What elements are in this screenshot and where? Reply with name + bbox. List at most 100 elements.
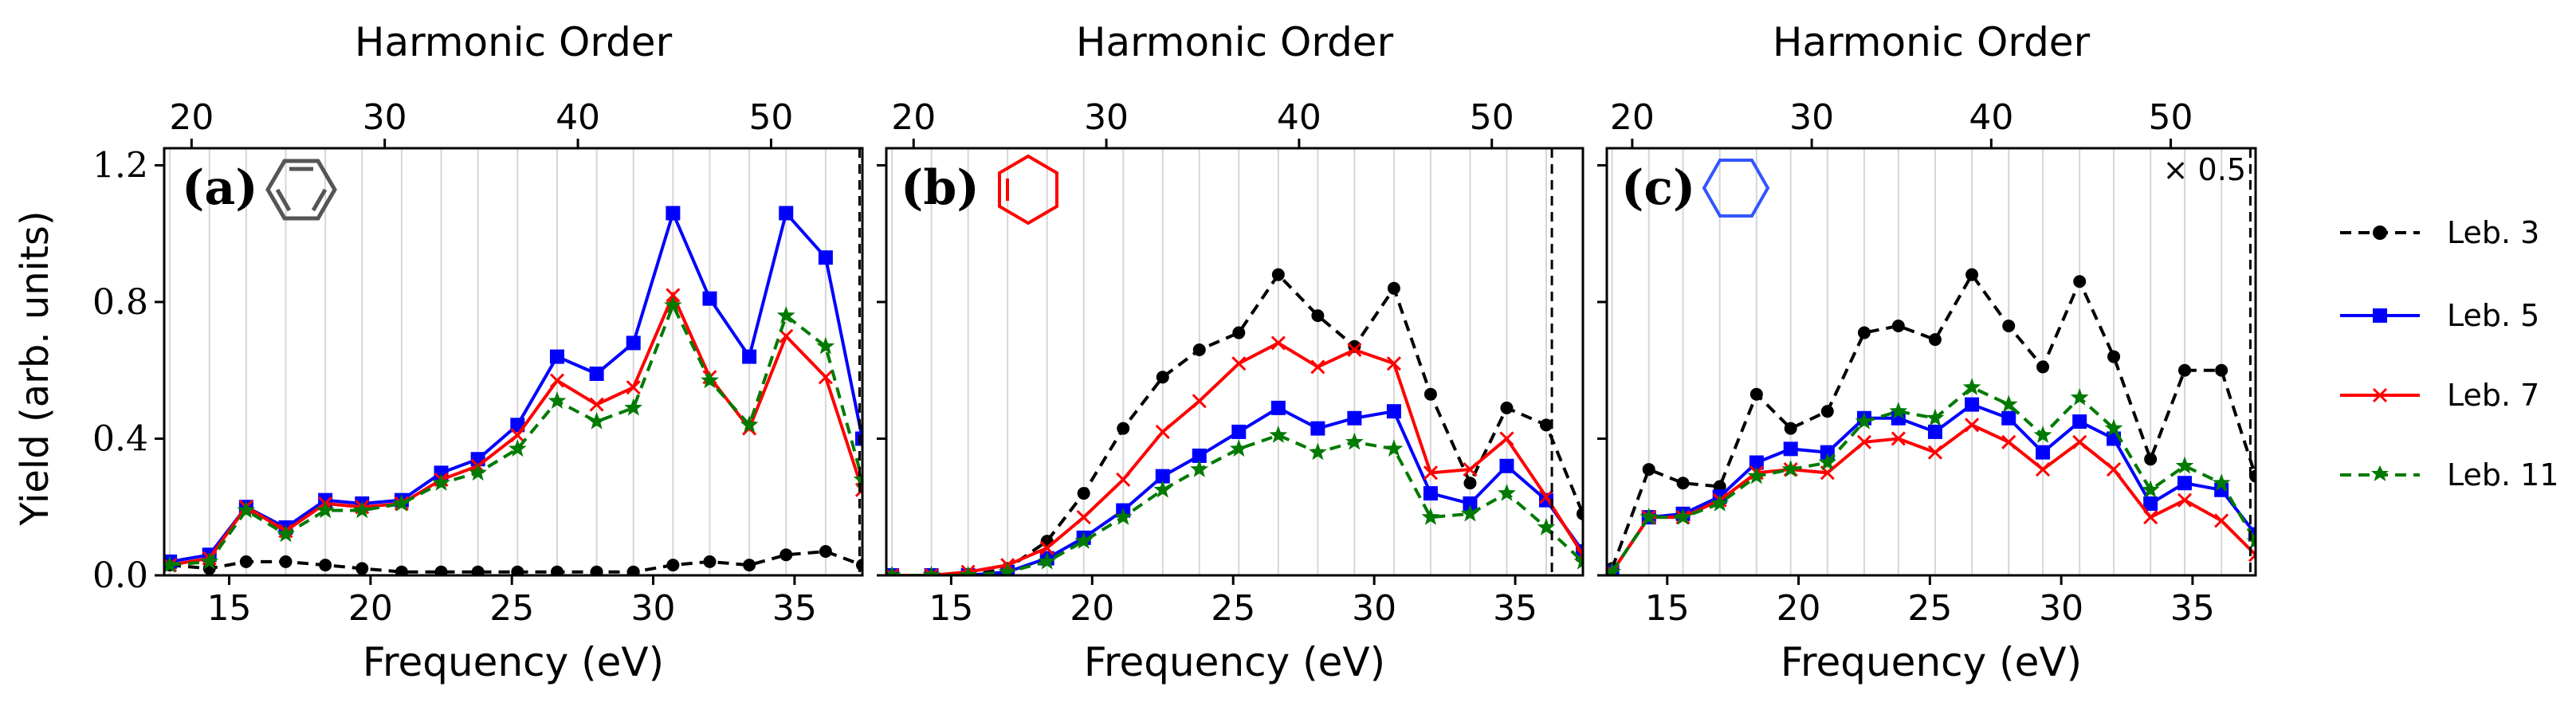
- data-point: [1231, 356, 1247, 371]
- data-point: [1639, 508, 1659, 525]
- data-point: [2177, 492, 2193, 508]
- data-point: [2214, 513, 2229, 528]
- data-point: [1461, 504, 1479, 522]
- data-point: [164, 555, 179, 573]
- top-tick-label: 20: [169, 97, 214, 138]
- data-point: [2144, 453, 2158, 466]
- panel-a-top-label: Harmonic Order: [355, 19, 673, 65]
- data-point: [998, 562, 1017, 575]
- data-point: [589, 397, 604, 412]
- data-point: [922, 566, 940, 575]
- data-point: [355, 562, 369, 575]
- data-point: [319, 559, 332, 572]
- data-point: [1156, 371, 1169, 384]
- legend-label-leb11: Leb. 11: [2447, 457, 2559, 492]
- data-point: [434, 565, 448, 575]
- data-point: [1965, 418, 1980, 433]
- legend: Leb. 3 Leb. 5 Leb. 7 Leb. 11: [2340, 215, 2559, 492]
- data-point: [316, 500, 335, 519]
- panel-a-frame: [163, 147, 864, 577]
- data-point: [1347, 342, 1362, 358]
- y-tick-label: 0.0: [92, 555, 148, 596]
- data-point: [1192, 394, 1207, 409]
- panel-c-series: [1607, 268, 2256, 575]
- data-point: [1962, 378, 1981, 395]
- data-point: [1926, 408, 1945, 426]
- data-point: [1889, 402, 1908, 419]
- data-point: [1232, 326, 1246, 339]
- legend-label-leb5: Leb. 5: [2447, 298, 2539, 333]
- data-point: [1573, 551, 1583, 570]
- data-point: [1423, 465, 1438, 481]
- series-line-leb7: [892, 341, 1583, 575]
- data-point: [1674, 508, 1692, 525]
- x-tick-label: 25: [1907, 588, 1952, 629]
- top-tick-label: 30: [363, 97, 407, 138]
- data-point: [1607, 562, 1621, 575]
- legend-item-leb5: Leb. 5: [2340, 298, 2539, 333]
- panel-c: 15 20 25 30 35 20 30 40 50 (c) × 0.5 Frequency (…: [1597, 19, 2257, 685]
- top-tick-label: 20: [1610, 97, 1655, 138]
- data-point: [2033, 426, 2052, 443]
- data-point: [1192, 448, 1207, 463]
- panel-b-frame: [885, 147, 1584, 577]
- data-point: [1229, 439, 1248, 457]
- data-point: [2104, 418, 2123, 437]
- data-point: [1271, 268, 1285, 281]
- data-point: [1347, 410, 1362, 426]
- top-tick-label: 40: [1969, 97, 2013, 138]
- data-point: [1999, 394, 2018, 413]
- data-point: [1116, 472, 1131, 487]
- data-point: [277, 524, 295, 543]
- y-axis-label: Yield (arb. units): [13, 210, 57, 526]
- panel-b: 15 20 25 30 35 20 30 40 50 (b) Frequency (eV) Ha…: [877, 19, 1584, 685]
- data-point: [2072, 434, 2087, 449]
- data-point: [1499, 431, 1514, 446]
- panel-b-gridlines: [891, 148, 1547, 575]
- top-tick-label: 40: [556, 97, 600, 138]
- panel-a-series: [164, 206, 862, 575]
- data-point: [2175, 456, 2194, 474]
- data-point: [1155, 424, 1170, 439]
- data-point: [2143, 496, 2158, 511]
- legend-item-leb3: Leb. 3: [2340, 215, 2539, 250]
- data-point: [626, 380, 641, 395]
- panel-c-ticks: 15 20 25 30 35 20 30 40 50: [1597, 97, 2215, 629]
- data-point: [432, 473, 450, 491]
- data-point: [1387, 281, 1400, 295]
- panel-b-label: (b): [901, 160, 980, 216]
- panel-a-label: (a): [182, 160, 258, 216]
- y-tick-label: 1.2: [92, 145, 148, 186]
- data-point: [1113, 508, 1133, 525]
- data-point: [1927, 445, 1943, 460]
- data-point: [626, 335, 641, 351]
- data-point: [392, 494, 411, 512]
- data-point: [1781, 460, 1800, 477]
- data-point: [2072, 414, 2087, 430]
- data-point: [2036, 445, 2051, 460]
- top-tick-label: 50: [748, 97, 793, 138]
- data-point: [1117, 422, 1130, 435]
- data-point: [666, 206, 681, 221]
- data-point: [2177, 476, 2193, 491]
- data-point: [1192, 343, 1206, 356]
- data-point: [1074, 532, 1094, 549]
- panel-c-x-label: Frequency (eV): [1781, 639, 2082, 685]
- data-point: [1386, 356, 1401, 371]
- x-tick-label: 20: [1070, 588, 1114, 629]
- data-point: [590, 565, 603, 575]
- y-tick-label: 0.4: [92, 418, 148, 459]
- x-tick-label: 15: [207, 588, 252, 629]
- x-tick-label: 35: [772, 588, 817, 629]
- data-point: [1537, 518, 1556, 536]
- data-point: [471, 565, 485, 575]
- series-line-leb5: [169, 208, 862, 563]
- data-point: [1231, 424, 1247, 439]
- data-point: [2106, 462, 2122, 477]
- x-tick-label: 35: [1493, 588, 1537, 629]
- data-point: [1423, 387, 1437, 401]
- data-point: [779, 206, 794, 221]
- data-point: [239, 555, 253, 568]
- x-tick-label: 35: [2170, 588, 2215, 629]
